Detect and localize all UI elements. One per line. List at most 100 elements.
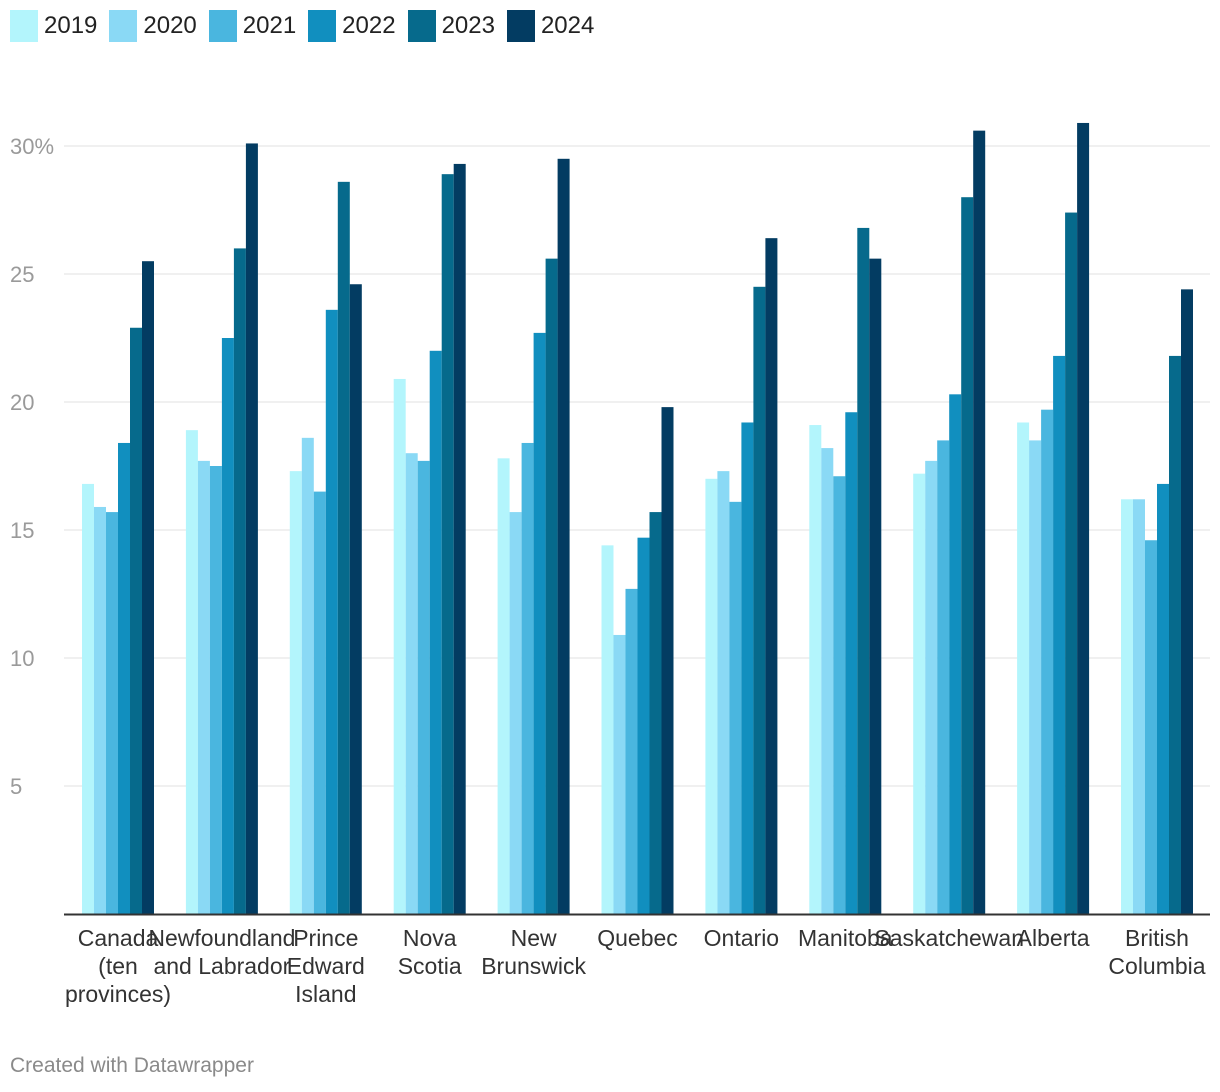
x-tick-label: Alberta [1017, 925, 1090, 951]
bar-2019 [497, 458, 510, 914]
bar-2024 [973, 130, 986, 914]
bar-2019 [601, 545, 614, 914]
x-tick-label-line: Alberta [1017, 925, 1090, 951]
bar-2024 [1181, 289, 1193, 914]
x-tick-label-line: Canada [78, 925, 159, 951]
bar-2023 [337, 181, 350, 915]
bar-2020 [821, 448, 834, 914]
bar-2019 [913, 473, 926, 914]
bar-2024 [453, 163, 466, 915]
bar-2020 [94, 506, 106, 914]
bar-2019 [82, 483, 94, 914]
legend-label: 2021 [242, 12, 297, 39]
bar-2021 [209, 466, 222, 914]
bar-2021 [1041, 409, 1054, 914]
bar-2019 [393, 378, 406, 915]
bar-2022 [741, 422, 754, 914]
bar-2022 [325, 309, 338, 915]
x-tick-label: Nova Scotia [398, 925, 462, 979]
bar-2020 [509, 512, 522, 914]
x-tick-label-line: Prince [293, 925, 358, 951]
bar-2023 [649, 512, 662, 914]
bar-2023 [857, 227, 870, 915]
x-tick-label: Canada (ten provinces) [65, 925, 171, 1007]
bar-2019 [809, 425, 822, 914]
bar-2024 [869, 258, 882, 914]
bar-2020 [1133, 499, 1145, 914]
legend-label: 2020 [143, 12, 197, 39]
legend-label: 2023 [441, 12, 495, 39]
x-tick-label-line: Saskatchewan [874, 925, 1024, 951]
bar-2023 [1065, 212, 1078, 914]
legend-swatch [208, 10, 237, 42]
legend-item-2019: 2019 [10, 10, 97, 42]
x-tick-label: Quebec [597, 925, 678, 951]
bar-2020 [197, 460, 210, 914]
bar-2024 [1077, 122, 1090, 914]
bar-2019 [1121, 499, 1133, 914]
legend-item-2023: 2023 [407, 10, 495, 42]
bar-2019 [1017, 422, 1030, 914]
x-tick-label: Manitoba [798, 925, 893, 951]
legend-swatch [407, 10, 436, 42]
bar-2024 [245, 143, 258, 914]
x-tick-label-line: New [511, 925, 557, 951]
x-tick-label-line: Island [295, 981, 356, 1007]
bar-2020 [613, 634, 626, 914]
bar-2022 [221, 338, 234, 914]
x-tick-label-line: Quebec [597, 925, 678, 951]
bar-2020 [301, 437, 314, 914]
bar-2020 [1029, 440, 1042, 914]
legend-label: 2024 [540, 12, 595, 39]
bar-2020 [405, 453, 418, 914]
bar-2021 [106, 512, 118, 914]
x-tick-label-line: and Labrador [153, 953, 290, 979]
chart-legend: 2019 2020 2021 2022 2023 2024 [10, 10, 606, 42]
bar-2022 [1157, 483, 1169, 914]
x-tick-label-line: Ontario [704, 925, 779, 951]
bar-2024 [142, 261, 154, 914]
x-tick-label-line: provinces) [65, 981, 171, 1007]
x-tick-label-line: (ten [98, 953, 138, 979]
y-tick-label: 15 [10, 518, 34, 543]
bar-2023 [753, 286, 766, 914]
bar-2023 [441, 174, 454, 914]
legend-item-2022: 2022 [308, 10, 396, 42]
legend-label: 2022 [342, 12, 396, 39]
legend-label: 2019 [44, 12, 98, 39]
y-tick-label: 20 [10, 390, 34, 415]
bar-2019 [705, 478, 718, 914]
bar-2024 [661, 407, 674, 914]
legend-item-2020: 2020 [109, 10, 197, 42]
legend-swatch [109, 10, 138, 42]
bar-2023 [545, 258, 558, 914]
x-tick-label-line: Edward [287, 953, 365, 979]
x-tick-label-line: Nova [403, 925, 457, 951]
x-tick-label: Prince Edward Island [287, 925, 365, 1007]
bar-2024 [765, 238, 778, 914]
legend-item-2021: 2021 [208, 10, 297, 42]
bar-2024 [557, 158, 570, 915]
y-tick-label: 25 [10, 262, 34, 287]
bar-2021 [625, 588, 638, 914]
bar-2020 [717, 471, 730, 914]
bar-2021 [729, 501, 742, 914]
x-tick-label-line: Manitoba [798, 925, 893, 951]
footer-credit: Created with Datawrapper [10, 1054, 254, 1077]
x-tick-label-line: British [1125, 925, 1189, 951]
legend-swatch [506, 10, 535, 42]
bar-2023 [130, 327, 142, 914]
x-tick-label-line: Newfoundland [148, 925, 295, 951]
bar-2022 [637, 537, 650, 914]
bar-2021 [1145, 540, 1157, 914]
x-tick-label: New Brunswick [481, 925, 586, 979]
bar-2021 [833, 476, 846, 914]
legend-item-2024: 2024 [506, 10, 595, 42]
legend-swatch [308, 10, 337, 42]
bar-2023 [233, 248, 246, 914]
bar-2024 [349, 284, 362, 914]
bar-2022 [1053, 355, 1066, 914]
bar-2019 [289, 471, 302, 914]
bar-2021 [521, 442, 534, 914]
